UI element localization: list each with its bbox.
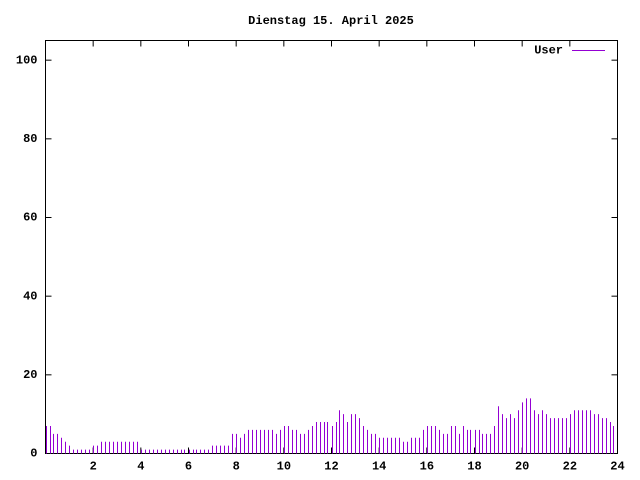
x-tick-label: 8 [233, 460, 240, 474]
x-tick-label: 6 [185, 460, 192, 474]
y-tick-label: 40 [23, 289, 37, 303]
chart-title: Dienstag 15. April 2025 [248, 14, 414, 28]
y-tick-label: 60 [23, 211, 37, 225]
x-tick-label: 12 [324, 460, 338, 474]
x-tick-label: 20 [515, 460, 529, 474]
x-tick-label: 10 [277, 460, 291, 474]
y-tick-label: 100 [16, 53, 38, 67]
x-tick-label: 14 [372, 460, 386, 474]
x-tick-label: 22 [563, 460, 577, 474]
x-tick-label: 18 [467, 460, 481, 474]
y-tick-label: 80 [23, 132, 37, 146]
x-tick-label: 24 [610, 460, 624, 474]
x-tick-label: 2 [90, 460, 97, 474]
legend-label: User [534, 44, 563, 58]
x-tick-label: 16 [420, 460, 434, 474]
x-tick-label: 4 [137, 460, 144, 474]
y-tick-label: 0 [30, 447, 37, 461]
y-tick-label: 20 [23, 368, 37, 382]
